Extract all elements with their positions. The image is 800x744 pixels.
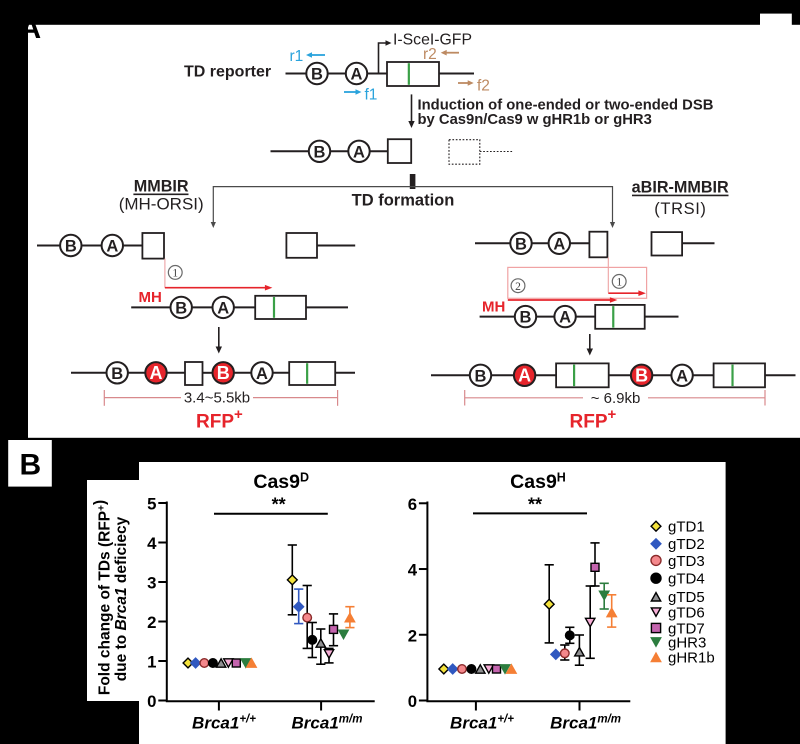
- svg-text:5: 5: [147, 495, 156, 514]
- svg-text:gHR3: gHR3: [668, 634, 706, 651]
- svg-text:**: **: [528, 495, 542, 515]
- svg-text:MH: MH: [139, 289, 162, 306]
- svg-text:B: B: [217, 363, 230, 383]
- svg-text:gHR1b: gHR1b: [668, 650, 715, 667]
- svg-text:B: B: [65, 238, 77, 256]
- svg-text:f1: f1: [365, 87, 378, 104]
- svg-text:Fold change of TDs (RFP+): Fold change of TDs (RFP+): [91, 500, 113, 695]
- svg-text:B: B: [520, 309, 532, 327]
- svg-text:A: A: [106, 238, 118, 256]
- svg-text:A: A: [676, 367, 688, 385]
- svg-text:(TRSI): (TRSI): [654, 200, 706, 218]
- svg-text:r2: r2: [423, 46, 437, 63]
- svg-text:A: A: [150, 363, 163, 383]
- svg-text:B: B: [311, 66, 323, 84]
- svg-text:2: 2: [408, 626, 417, 645]
- svg-text:B: B: [111, 365, 123, 383]
- svg-text:4: 4: [408, 561, 418, 580]
- svg-text:B: B: [314, 143, 326, 161]
- svg-text:1: 1: [147, 653, 156, 672]
- svg-text:~ 6.9kb: ~ 6.9kb: [591, 390, 641, 407]
- svg-text:2: 2: [147, 613, 156, 632]
- svg-text:MH: MH: [482, 299, 505, 316]
- svg-text:A: A: [353, 143, 365, 161]
- svg-text:3: 3: [147, 574, 156, 593]
- svg-text:B: B: [475, 367, 487, 385]
- svg-text:(MH-ORSI): (MH-ORSI): [119, 194, 204, 213]
- svg-text:Induction of one-ended or two-: Induction of one-ended or two-ended DSB: [418, 98, 714, 114]
- svg-text:gTD6: gTD6: [668, 605, 705, 622]
- svg-text:A: A: [256, 365, 268, 383]
- svg-text:TD reporter: TD reporter: [184, 64, 271, 81]
- svg-text:by Cas9n/Cas9 w gHR1b or gHR3: by Cas9n/Cas9 w gHR1b or gHR3: [418, 112, 652, 128]
- svg-text:gTD4: gTD4: [668, 571, 705, 588]
- svg-text:A: A: [351, 66, 363, 84]
- svg-text:A: A: [20, 12, 42, 45]
- svg-text:gTD3: gTD3: [668, 553, 705, 570]
- svg-text:A: A: [518, 365, 531, 385]
- svg-text:B: B: [175, 299, 187, 317]
- svg-text:gTD5: gTD5: [668, 589, 705, 606]
- svg-text:Cas9H: Cas9H: [510, 471, 566, 494]
- svg-text:A: A: [217, 299, 229, 317]
- svg-text:A: A: [553, 235, 565, 253]
- svg-text:gTD2: gTD2: [668, 536, 705, 553]
- svg-text:3.4~5.5kb: 3.4~5.5kb: [184, 390, 250, 407]
- svg-text:0: 0: [408, 692, 417, 711]
- svg-text:MMBIR: MMBIR: [134, 178, 189, 196]
- svg-text:B: B: [515, 235, 527, 253]
- svg-text:B: B: [20, 449, 42, 482]
- svg-text:B: B: [635, 365, 648, 385]
- svg-text:r1: r1: [290, 48, 304, 65]
- svg-text:2: 2: [515, 281, 521, 293]
- svg-text:gTD1: gTD1: [668, 519, 705, 536]
- svg-text:1: 1: [616, 277, 622, 289]
- svg-text:aBIR-MMBIR: aBIR-MMBIR: [632, 179, 729, 197]
- svg-text:TD formation: TD formation: [352, 192, 455, 210]
- svg-text:0: 0: [147, 692, 156, 711]
- svg-text:I-SceI-GFP: I-SceI-GFP: [393, 31, 472, 48]
- svg-text:due to Brca1 deficiecy: due to Brca1 deficiecy: [113, 516, 130, 681]
- svg-text:A: A: [559, 309, 571, 327]
- svg-text:6: 6: [408, 495, 417, 514]
- svg-text:f2: f2: [477, 78, 490, 95]
- svg-text:gTD7: gTD7: [668, 620, 705, 637]
- svg-text:Cas9D: Cas9D: [253, 471, 309, 494]
- svg-text:**: **: [272, 495, 286, 515]
- svg-text:4: 4: [147, 534, 157, 553]
- svg-text:1: 1: [172, 268, 178, 280]
